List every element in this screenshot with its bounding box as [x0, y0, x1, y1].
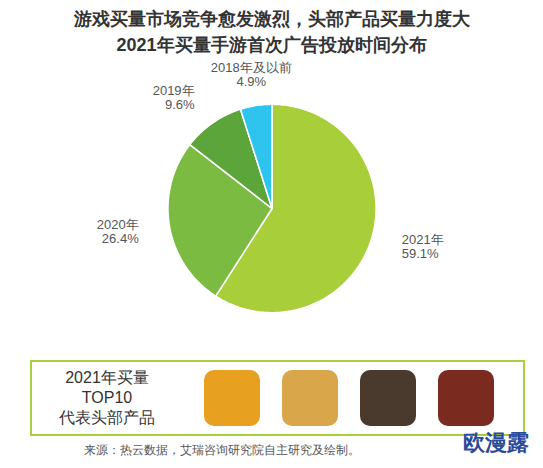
html-text:欧漫露: 欧漫露 [463, 430, 529, 455]
html-text:游戏买量市场竞争愈发激烈，头部产品买量力度大: 游戏买量市场竞争愈发激烈，头部产品买量力度大 [73, 9, 470, 29]
html-text:来源：热云数据，艾瑞咨询研究院自主研究及绘制。: 来源：热云数据，艾瑞咨询研究院自主研究及绘制。 [84, 443, 360, 457]
html-text:TOP10: TOP10 [81, 389, 133, 406]
html-text:2021年买量手游首次广告投放时间分布: 2021年买量手游首次广告投放时间分布 [116, 35, 427, 55]
svg-text:2021年59.1%: 2021年59.1% [402, 232, 444, 261]
svg-text:2020年26.4%: 2020年26.4% [97, 217, 139, 246]
svg-text:2019年9.6%: 2019年9.6% [153, 83, 195, 112]
svg-text:2018年及以前4.9%: 2018年及以前4.9% [211, 60, 292, 89]
html-text:2021年买量: 2021年买量 [65, 369, 149, 386]
html-text:代表头部产品: 代表头部产品 [59, 409, 155, 426]
